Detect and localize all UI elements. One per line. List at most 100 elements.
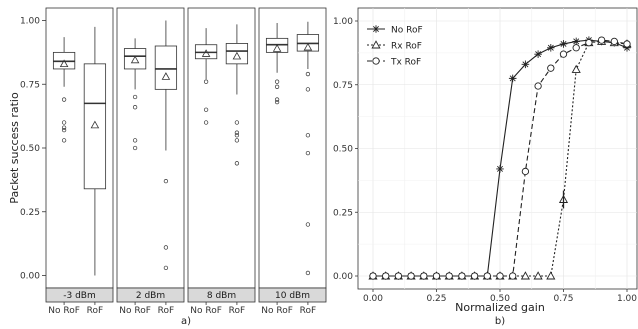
panel-b-label: b) [495, 316, 505, 327]
data-point [420, 272, 428, 280]
box [123, 48, 147, 70]
outlier-point [61, 127, 67, 133]
data-point [534, 82, 542, 90]
outlier-point [305, 150, 311, 156]
facet-strip-label: -3 dBm [63, 291, 96, 301]
data-point [509, 272, 517, 280]
panel-a-y-axis-label: Packet success ratio [8, 92, 21, 204]
y-tick-label: 0.75 [333, 81, 353, 91]
outlier-point [61, 138, 67, 143]
legend-label: Rx RoF [391, 42, 422, 52]
x-tick-label: RoF [229, 306, 246, 316]
outlier-point [61, 125, 67, 130]
legend-marker [371, 40, 381, 49]
data-point [547, 64, 555, 72]
mean-marker [59, 59, 69, 68]
data-point [432, 272, 441, 280]
data-point [483, 272, 491, 280]
data-point [559, 50, 568, 58]
x-tick-label: RoF [158, 306, 175, 316]
outlier-point [163, 245, 169, 250]
outlier-point [203, 120, 209, 125]
x-tick-label: No RoF [261, 306, 293, 316]
facet-strip-label: 8 dBm [207, 291, 236, 301]
data-point [572, 37, 580, 46]
data-point [496, 272, 504, 280]
mean-marker [161, 72, 171, 80]
data-point [382, 272, 390, 280]
series-line [373, 40, 628, 277]
facet-strip [187, 287, 256, 303]
data-point [508, 74, 517, 83]
y-tick-label: 0.75 [20, 80, 40, 90]
box [83, 63, 107, 190]
facet-strip [45, 287, 114, 303]
legend-marker [372, 25, 380, 33]
data-point [623, 43, 631, 52]
y-tick-label: 0.50 [20, 144, 40, 154]
x-tick-label: RoF [87, 306, 104, 316]
x-tick-label: No RoF [190, 306, 222, 316]
outlier-point [274, 99, 280, 105]
outlier-point [132, 138, 138, 143]
x-tick-label: 0.75 [553, 294, 573, 304]
box [225, 43, 249, 65]
mean-marker [90, 120, 100, 129]
data-point [521, 167, 530, 176]
facet-strip [116, 287, 185, 303]
outlier-point [132, 105, 138, 110]
outlier-point [203, 107, 209, 112]
mean-marker [130, 55, 140, 64]
facet-panel [258, 7, 327, 289]
legend-label: No RoF [391, 26, 423, 36]
legend-marker [372, 57, 380, 65]
data-point [458, 272, 466, 280]
outlier-point [234, 138, 240, 143]
data-point [533, 271, 543, 280]
data-point [521, 60, 530, 69]
y-tick-label: 0.25 [20, 208, 40, 218]
data-point [597, 36, 606, 44]
outlier-point [274, 84, 280, 89]
outlier-point [274, 79, 280, 84]
outlier-point [61, 97, 67, 102]
y-tick-label: 0.50 [333, 145, 353, 155]
outlier-point [234, 120, 240, 125]
panel-a-label: a) [181, 316, 191, 327]
x-tick-label: No RoF [48, 306, 80, 316]
outlier-point [234, 130, 240, 135]
panel-b-x-axis-label: Normalized gain [455, 301, 545, 314]
data-point [585, 39, 593, 47]
box [154, 45, 178, 90]
data-point [520, 271, 530, 280]
mean-marker [303, 42, 313, 51]
data-point [445, 272, 453, 280]
mean-marker [232, 51, 242, 60]
data-point [571, 64, 581, 73]
outlier-point [305, 270, 311, 276]
panel-b-line-chart: 0.00 0.25 0.50 0.75 1.00 0.00 0.25 0.50 0.75 1.00… [333, 7, 638, 304]
outlier-point [61, 120, 67, 125]
facet-strip [258, 287, 327, 303]
x-tick-label: 1.00 [617, 294, 637, 304]
x-tick-label: 0.50 [490, 294, 510, 304]
x-tick-label: RoF [300, 306, 317, 316]
mean-marker [272, 44, 282, 52]
x-tick-label: No RoF [119, 306, 151, 316]
data-point [407, 272, 415, 280]
series-line [373, 39, 628, 277]
legend-label: Tx RoF [390, 58, 421, 68]
y-tick-label: 0.25 [333, 208, 353, 218]
outlier-point [234, 133, 240, 138]
data-point [572, 44, 580, 52]
outlier-point [305, 222, 311, 227]
mean-marker [201, 49, 211, 57]
x-tick-label: 0.00 [363, 294, 383, 304]
outlier-point [305, 87, 311, 92]
outlier-point [163, 178, 169, 184]
y-tick-label: 0.00 [20, 272, 40, 282]
data-point [547, 43, 555, 52]
y-tick-label: 1.00 [20, 17, 40, 27]
data-point [546, 271, 556, 280]
